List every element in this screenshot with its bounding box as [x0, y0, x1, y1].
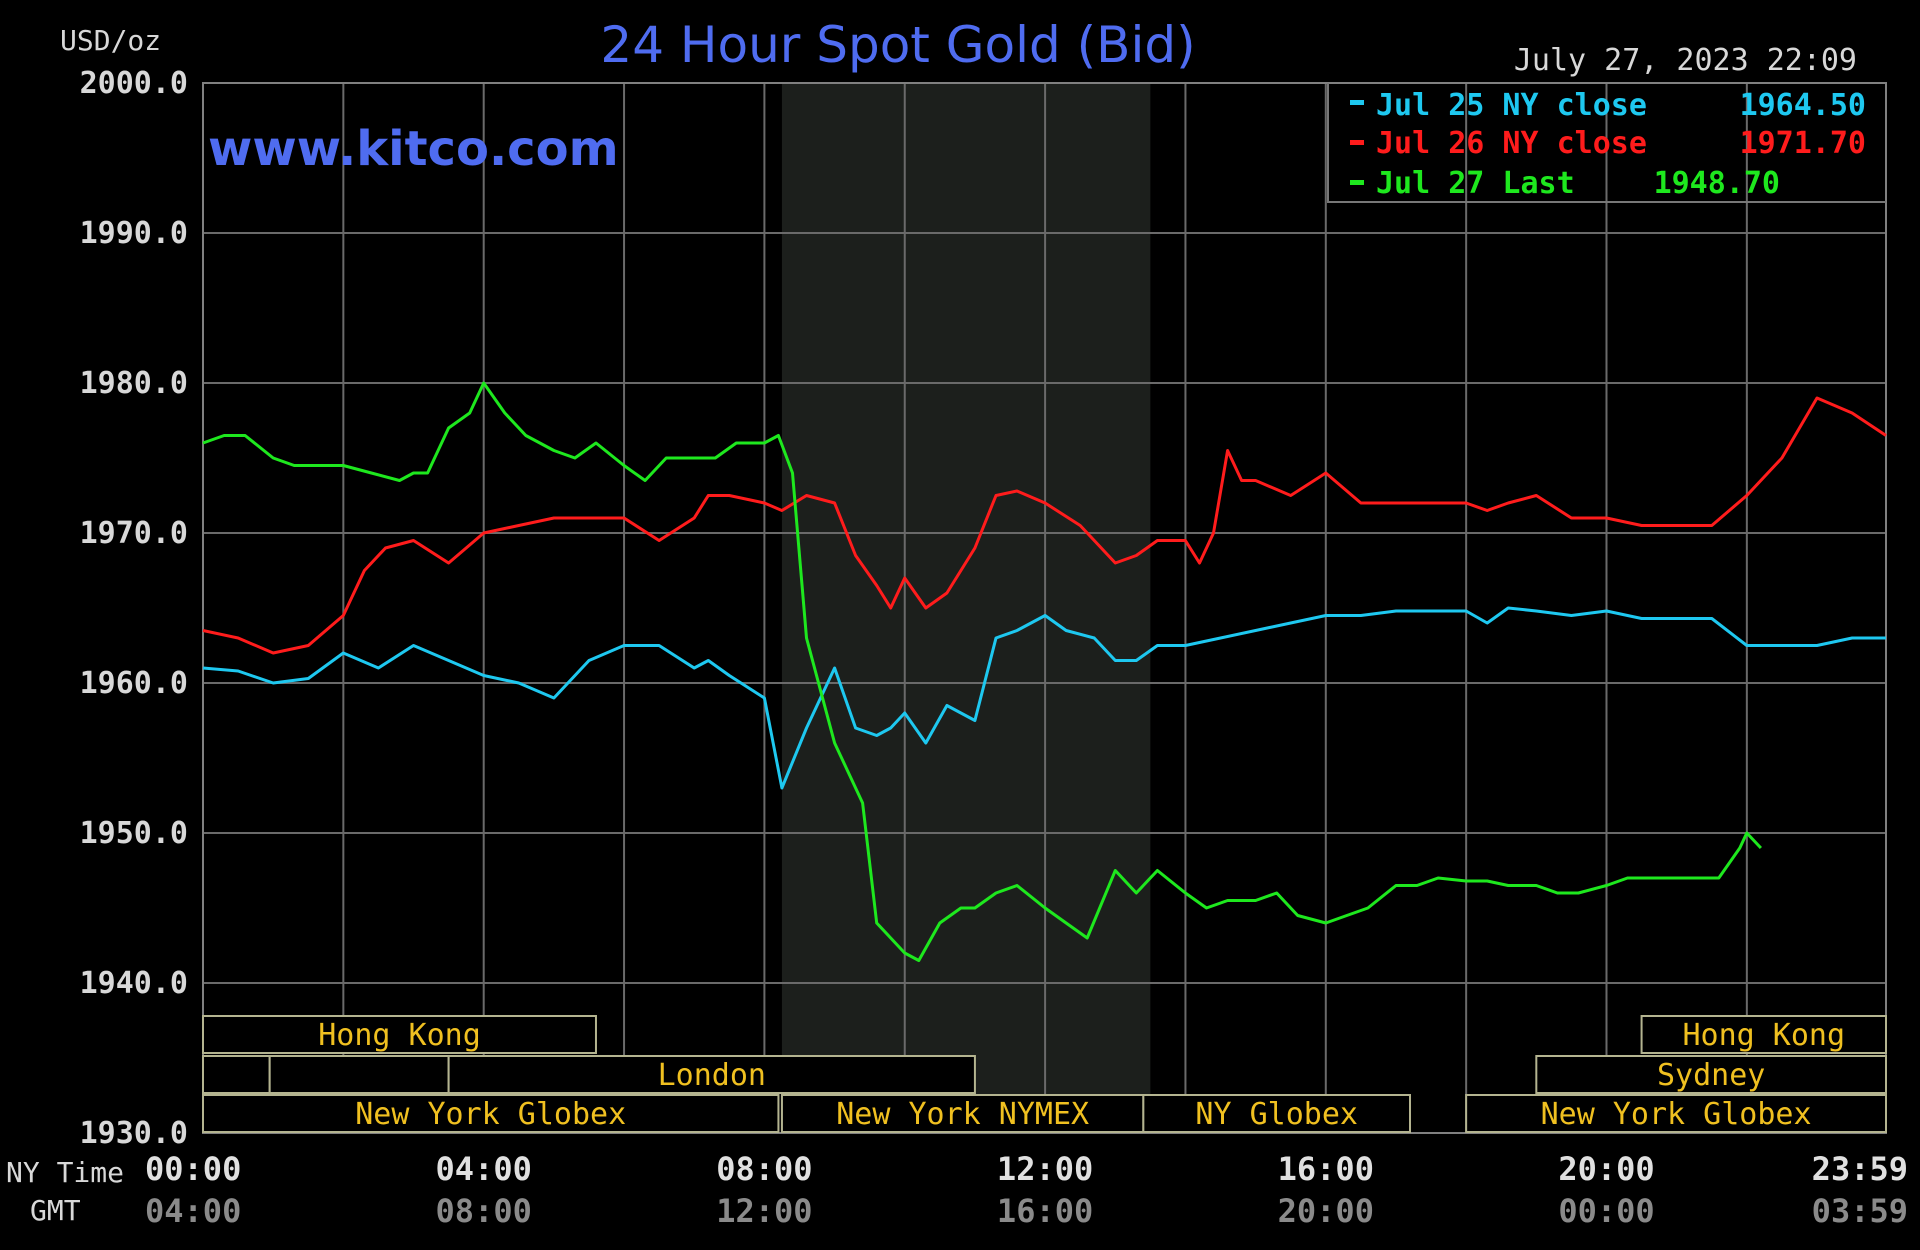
y-tick-label: 2000.0	[80, 66, 188, 101]
y-axis-unit-label: USD/oz	[60, 24, 161, 57]
series-line-jul-25	[202, 606, 1886, 790]
x-tick-label-gmt: 04:00	[145, 1192, 241, 1230]
session-bar	[1142, 1094, 1412, 1133]
y-tick-label: 1940.0	[80, 966, 188, 1001]
legend-entry-jul-26: Jul 26 NY close 1971.70	[1350, 126, 1866, 161]
y-tick-label: 1960.0	[80, 666, 188, 701]
legend-border	[1327, 83, 1886, 203]
x-tick-label-gmt: 00:00	[1558, 1192, 1654, 1230]
session-bar	[202, 1015, 597, 1054]
legend-label-jul-25: Jul 25 NY close	[1376, 88, 1647, 123]
legend: Jul 25 NY close 1964.50 Jul 26 NY close …	[1327, 83, 1886, 203]
y-tick-label: 1950.0	[80, 816, 188, 851]
session-label: Hong Kong	[318, 1018, 481, 1053]
watermark-url: www.kitco.com	[208, 121, 619, 177]
session-bar	[202, 1094, 780, 1133]
x-tick-label-gmt: 03:59	[1812, 1192, 1908, 1230]
y-tick-label: 1930.0	[80, 1116, 188, 1151]
legend-swatch-jul-25	[1350, 100, 1364, 105]
x-tick-label-gmt: 12:00	[716, 1192, 812, 1230]
session-label: NY Globex	[1195, 1097, 1358, 1132]
session-label: London	[658, 1058, 766, 1093]
y-tick-label: 1970.0	[80, 516, 188, 551]
legend-entry-jul-27: Jul 27 Last 1948.70	[1350, 166, 1780, 201]
nymex-session-shade	[781, 83, 1151, 1133]
x-tick-label-ny: 23:59	[1812, 1150, 1908, 1188]
x-tick-label-ny: 04:00	[436, 1150, 532, 1188]
session-label: New York NYMEX	[836, 1097, 1089, 1132]
series-line-jul-27	[202, 381, 1762, 962]
legend-entry-jul-25: Jul 25 NY close 1964.50	[1350, 88, 1866, 123]
x-row-label-gmt: GMT	[30, 1194, 81, 1227]
series-line-jul-26	[202, 396, 1887, 655]
legend-value-jul-27: 1948.70	[1654, 166, 1780, 201]
legend-value-jul-26: 1971.70	[1740, 126, 1866, 161]
legend-label-jul-27: Jul 27 Last	[1376, 166, 1575, 201]
session-bar	[268, 1055, 450, 1094]
legend-swatch-jul-26	[1350, 140, 1364, 145]
chart-timestamp: July 27, 2023 22:09	[1514, 43, 1857, 78]
session-bar	[1465, 1094, 1888, 1133]
session-label: New York Globex	[1541, 1097, 1812, 1132]
x-row-label-ny: NY Time	[6, 1156, 124, 1189]
x-tick-label-gmt: 08:00	[436, 1192, 532, 1230]
x-tick-label-gmt: 20:00	[1278, 1192, 1374, 1230]
x-tick-label-ny: 00:00	[145, 1150, 241, 1188]
session-bar	[1640, 1015, 1888, 1054]
legend-swatch-jul-27	[1350, 180, 1364, 185]
chart-title: 24 Hour Spot Gold (Bid)	[600, 16, 1195, 74]
session-label: Sydney	[1657, 1058, 1765, 1093]
y-tick-label: 1990.0	[80, 216, 188, 251]
x-tick-label-ny: 20:00	[1558, 1150, 1654, 1188]
legend-label-jul-26: Jul 26 NY close	[1376, 126, 1647, 161]
x-tick-label-ny: 12:00	[997, 1150, 1093, 1188]
session-bar	[447, 1055, 976, 1094]
session-label: Hong Kong	[1683, 1018, 1846, 1053]
x-tick-label-ny: 16:00	[1278, 1150, 1374, 1188]
session-bar	[202, 1055, 271, 1094]
legend-value-jul-25: 1964.50	[1740, 88, 1866, 123]
session-label: New York Globex	[355, 1097, 626, 1132]
x-tick-label-ny: 08:00	[716, 1150, 812, 1188]
session-bar	[1535, 1055, 1888, 1094]
y-tick-label: 1980.0	[80, 366, 188, 401]
x-tick-label-gmt: 16:00	[997, 1192, 1093, 1230]
